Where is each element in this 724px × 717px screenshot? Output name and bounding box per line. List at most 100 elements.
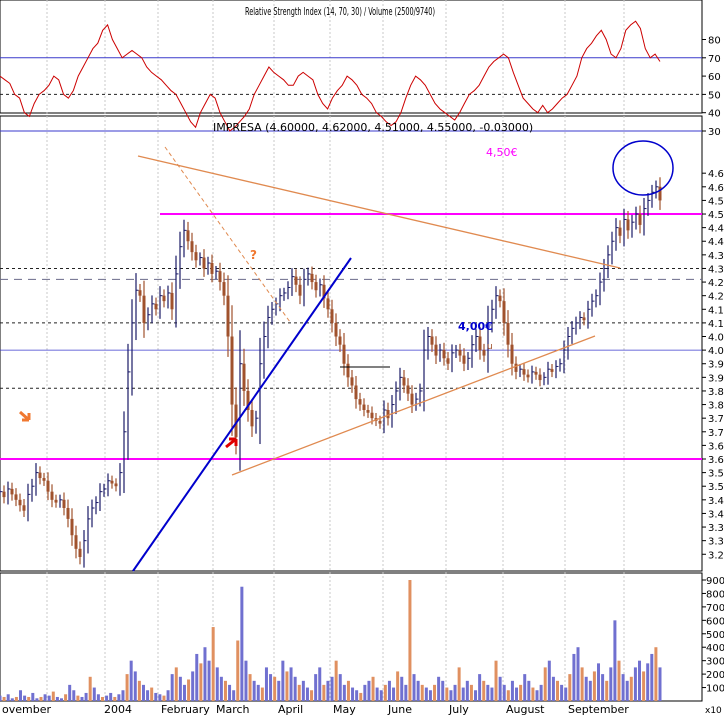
price-bar-81 bbox=[322, 275, 326, 308]
price-bar-36 bbox=[142, 280, 146, 338]
price-bar-4 bbox=[14, 488, 18, 507]
volume-bar-2 bbox=[6, 694, 10, 701]
price-tick-label-25: 3.40 bbox=[708, 509, 724, 520]
volume-bar-8 bbox=[31, 692, 35, 701]
volume-bar-100 bbox=[408, 580, 412, 701]
price-tick-label-21: 3.60 bbox=[708, 455, 724, 466]
label-450: 4,50€ bbox=[486, 146, 518, 159]
rsi-overlapped-caption: Relative Strength Index (14, 70, 30) / V… bbox=[245, 5, 435, 18]
x-label-may: May bbox=[333, 703, 356, 716]
volume-tick-label-1: 80000 bbox=[706, 589, 724, 600]
price-bar-body-132 bbox=[526, 374, 530, 378]
volume-bar-130 bbox=[531, 687, 535, 701]
volume-bar-39 bbox=[158, 694, 162, 701]
volume-bar-122 bbox=[498, 676, 502, 701]
volume-bar-32 bbox=[129, 660, 133, 701]
volume-bar-158 bbox=[646, 663, 650, 701]
price-bar-44 bbox=[175, 255, 179, 328]
price-bar-110 bbox=[439, 343, 443, 362]
price-bar-12 bbox=[46, 472, 50, 501]
price-bar-body-127 bbox=[506, 322, 510, 345]
x-label-july: July bbox=[448, 703, 469, 716]
volume-bar-156 bbox=[638, 660, 642, 701]
price-bar-58 bbox=[230, 305, 234, 436]
price-bar-body-36 bbox=[142, 295, 146, 323]
price-bar-136 bbox=[543, 372, 547, 386]
volume-tick-label-5: 40000 bbox=[706, 643, 724, 654]
rsi-tick-label-1: 70 bbox=[708, 54, 721, 65]
price-bar-142 bbox=[567, 326, 571, 360]
price-bar-80 bbox=[319, 278, 323, 297]
volume-bar-37 bbox=[150, 687, 154, 701]
price-bar-149 bbox=[595, 289, 599, 308]
volume-bar-81 bbox=[330, 676, 334, 701]
price-bar-150 bbox=[599, 272, 603, 306]
volume-bar-134 bbox=[547, 660, 551, 701]
price-bar-body-108 bbox=[430, 336, 434, 345]
volume-bar-147 bbox=[601, 674, 605, 701]
price-bar-56 bbox=[222, 272, 226, 306]
price-tick-label-14: 3.95 bbox=[708, 360, 724, 371]
price-bar-27 bbox=[107, 473, 111, 497]
volume-bar-17 bbox=[68, 684, 72, 701]
price-bar-98 bbox=[391, 395, 395, 428]
price-bar-body-18 bbox=[70, 518, 74, 536]
price-bar-165 bbox=[658, 177, 662, 210]
volume-bar-90 bbox=[367, 680, 371, 701]
volume-bar-116 bbox=[474, 690, 478, 701]
volume-bar-3 bbox=[10, 698, 14, 701]
price-bar-43 bbox=[170, 282, 174, 320]
volume-bar-148 bbox=[605, 680, 609, 701]
price-bar-23 bbox=[91, 499, 95, 528]
price-bar-body-146 bbox=[582, 317, 586, 321]
volume-bar-57 bbox=[232, 690, 236, 701]
grid-layer bbox=[46, 0, 625, 701]
price-bar-7 bbox=[27, 483, 31, 522]
price-bar-body-13 bbox=[50, 491, 54, 500]
rsi-line bbox=[0, 20, 661, 132]
price-bar-body-126 bbox=[502, 301, 506, 323]
volume-bar-60 bbox=[244, 660, 248, 701]
price-bar-body-1 bbox=[2, 491, 6, 498]
price-tick-label-19: 3.70 bbox=[708, 428, 724, 439]
price-bar-64 bbox=[255, 410, 259, 434]
price-bar-72 bbox=[287, 281, 291, 300]
price-bar-37 bbox=[147, 307, 151, 331]
price-bar-111 bbox=[442, 342, 446, 366]
volume-bar-52 bbox=[211, 627, 215, 701]
volume-bar-31 bbox=[125, 674, 129, 701]
price-bar-body-109 bbox=[434, 344, 438, 356]
volume-bar-42 bbox=[170, 674, 174, 701]
price-bar-57 bbox=[226, 275, 230, 357]
volume-layer bbox=[0, 580, 662, 701]
volume-bar-7 bbox=[27, 696, 31, 701]
volume-bar-99 bbox=[404, 684, 408, 701]
price-bar-body-11 bbox=[42, 478, 46, 481]
price-bar-body-19 bbox=[74, 535, 78, 549]
volume-bar-106 bbox=[433, 684, 437, 701]
price-bar-41 bbox=[162, 289, 166, 308]
price-tick-label-5: 4.40 bbox=[708, 237, 724, 248]
price-bar-15 bbox=[59, 494, 63, 508]
price-bar-body-90 bbox=[358, 399, 362, 405]
price-bar-body-89 bbox=[354, 385, 358, 400]
volume-bar-59 bbox=[240, 586, 244, 701]
price-bar-49 bbox=[194, 244, 198, 268]
orange-arrow-annotation bbox=[19, 410, 31, 422]
price-bar-body-102 bbox=[406, 385, 410, 394]
rsi-tick-label-0: 80 bbox=[708, 36, 721, 47]
volume-bar-124 bbox=[506, 690, 510, 701]
price-bar-body-135 bbox=[538, 374, 542, 381]
volume-bar-108 bbox=[441, 680, 445, 701]
price-tick-label-0: 4.65 bbox=[708, 169, 724, 180]
volume-bar-93 bbox=[379, 690, 383, 701]
price-bar-55 bbox=[218, 262, 222, 291]
price-tick-label-9: 4.20 bbox=[708, 292, 724, 303]
price-bar-132 bbox=[526, 369, 530, 383]
price-bar-75 bbox=[298, 276, 302, 305]
price-bar-45 bbox=[179, 231, 183, 289]
volume-bar-74 bbox=[301, 680, 305, 701]
price-bar-11 bbox=[42, 472, 46, 486]
price-bar-118 bbox=[471, 335, 475, 368]
price-bar-body-131 bbox=[522, 369, 526, 375]
